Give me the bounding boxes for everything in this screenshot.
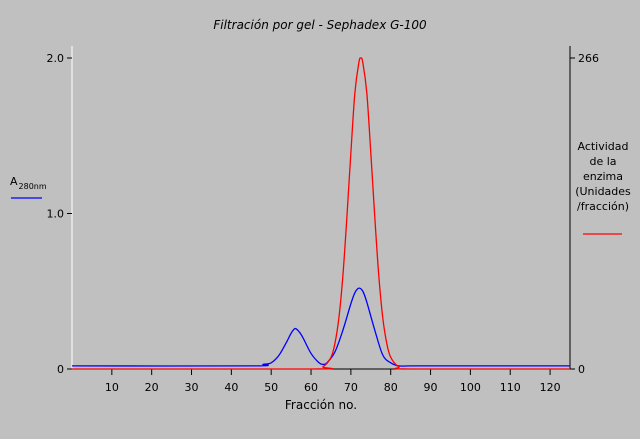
plot-area — [72, 46, 570, 369]
x-tick-label: 30 — [185, 381, 199, 394]
right-axis-label-line: (Unidades — [575, 185, 631, 198]
enzyme-activity-series-line — [72, 57, 570, 370]
x-tick-label: 110 — [500, 381, 521, 394]
left-axis-label: A280nm — [10, 175, 47, 191]
right-tick-label: 0 — [578, 363, 585, 376]
right-axis-label-line: Actividad — [577, 140, 628, 153]
left-tick-label: 0 — [57, 363, 64, 376]
left-tick-label: 2.0 — [47, 52, 65, 65]
x-axis-title: Fracción no. — [285, 398, 357, 412]
left-legend: A280nm — [10, 175, 47, 199]
right-tick-label: 266 — [578, 52, 599, 65]
x-tick-label: 50 — [264, 381, 278, 394]
x-tick-label: 10 — [105, 381, 119, 394]
x-tick-label: 80 — [384, 381, 398, 394]
x-tick-label: 70 — [344, 381, 358, 394]
plot-background — [72, 46, 570, 369]
right-axis-label-line: de la — [589, 155, 616, 168]
x-tick-label: 90 — [424, 381, 438, 394]
right-axis-label-line: /fracción) — [577, 200, 629, 213]
tick-labels: 10 20 30 40 50 60 70 80 90 100 110 120 0 1.0 2.0 0 266 — [47, 52, 600, 394]
series-layer — [71, 57, 570, 370]
x-tick-label: 120 — [540, 381, 561, 394]
chart-title: Filtración por gel - Sephadex G-100 — [213, 18, 427, 32]
x-tick-label: 40 — [224, 381, 238, 394]
right-legend: Actividad de la enzima (Unidades/fracción) — [575, 140, 631, 235]
x-tick-label: 60 — [304, 381, 318, 394]
left-tick-label: 1.0 — [47, 208, 65, 221]
x-tick-label: 100 — [460, 381, 481, 394]
x-tick-label: 20 — [145, 381, 159, 394]
right-axis-label-line: enzima — [583, 170, 623, 183]
